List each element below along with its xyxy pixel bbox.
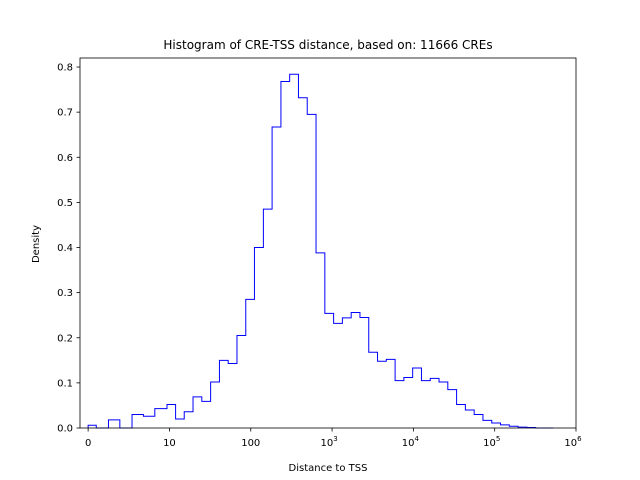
x-axis-label: Distance to TSS <box>289 463 368 474</box>
x-tick-label: 105 <box>483 435 500 449</box>
x-axis: 0 10 100 103 104 105 106 <box>85 428 582 449</box>
y-tick-label: 0.8 <box>57 63 73 74</box>
y-tick-label: 0.0 <box>57 424 73 435</box>
y-tick-label: 0.4 <box>57 243 73 254</box>
x-tick-label: 0 <box>85 438 91 449</box>
y-tick-label: 0.2 <box>57 333 73 344</box>
x-tick-label: 104 <box>402 435 420 449</box>
y-tick-label: 0.5 <box>57 198 73 209</box>
y-tick-label: 0.1 <box>57 378 73 389</box>
y-axis: 0.0 0.1 0.2 0.3 0.4 0.5 0.6 0.7 0.8 <box>57 63 80 435</box>
plot-area <box>79 57 577 429</box>
x-tick-label: 103 <box>320 435 337 449</box>
x-tick-label: 100 <box>241 438 260 449</box>
y-tick-label: 0.6 <box>57 153 73 164</box>
chart-title: Histogram of CRE-TSS distance, based on:… <box>163 38 492 52</box>
x-tick-label: 10 <box>163 438 176 449</box>
histogram-outline <box>87 73 554 429</box>
y-axis-label: Density <box>31 225 42 263</box>
axes-frame <box>79 57 577 429</box>
x-tick-label: 106 <box>564 435 582 449</box>
y-tick-label: 0.3 <box>57 288 73 299</box>
y-tick-label: 0.7 <box>57 108 73 119</box>
